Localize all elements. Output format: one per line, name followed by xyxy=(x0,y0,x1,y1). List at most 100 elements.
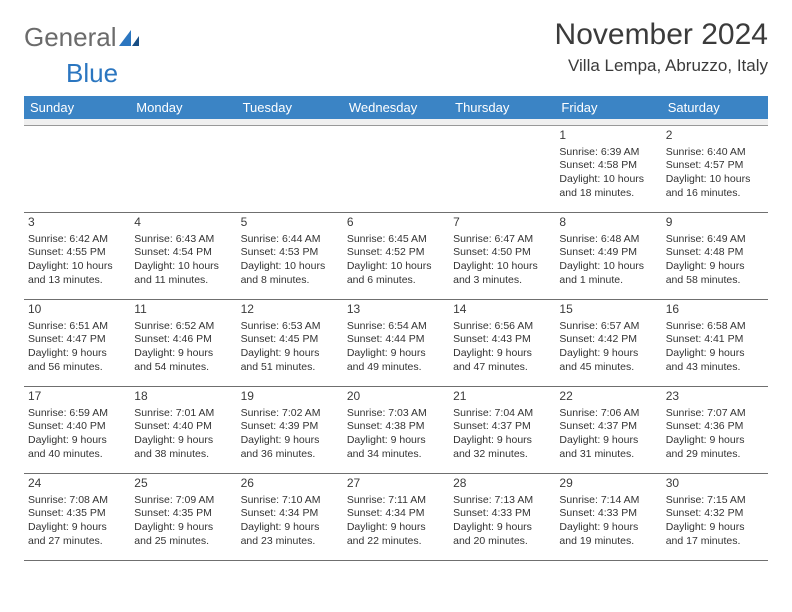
sunset-line: Sunset: 4:36 PM xyxy=(666,420,764,434)
daylight-line: Daylight: 9 hours and 40 minutes. xyxy=(28,434,126,461)
sunset-line: Sunset: 4:53 PM xyxy=(241,246,339,260)
day-number: 9 xyxy=(666,215,764,231)
daylight-line: Daylight: 9 hours and 31 minutes. xyxy=(559,434,657,461)
day-number: 28 xyxy=(453,476,551,492)
sunset-line: Sunset: 4:34 PM xyxy=(347,507,445,521)
day-cell: 14Sunrise: 6:56 AMSunset: 4:43 PMDayligh… xyxy=(449,300,555,387)
logo-blue: Blue xyxy=(66,58,118,88)
logo-general: General xyxy=(24,22,117,52)
daylight-line: Daylight: 10 hours and 8 minutes. xyxy=(241,260,339,287)
sunrise-line: Sunrise: 7:14 AM xyxy=(559,494,657,508)
day-number: 19 xyxy=(241,389,339,405)
day-cell: 4Sunrise: 6:43 AMSunset: 4:54 PMDaylight… xyxy=(130,213,236,300)
day-cell: 9Sunrise: 6:49 AMSunset: 4:48 PMDaylight… xyxy=(662,213,768,300)
sunset-line: Sunset: 4:43 PM xyxy=(453,333,551,347)
day-number: 27 xyxy=(347,476,445,492)
sunset-line: Sunset: 4:52 PM xyxy=(347,246,445,260)
day-number: 16 xyxy=(666,302,764,318)
month-title: November 2024 xyxy=(555,18,768,52)
sunset-line: Sunset: 4:35 PM xyxy=(134,507,232,521)
day-cell: 11Sunrise: 6:52 AMSunset: 4:46 PMDayligh… xyxy=(130,300,236,387)
sunset-line: Sunset: 4:48 PM xyxy=(666,246,764,260)
sunset-line: Sunset: 4:35 PM xyxy=(28,507,126,521)
location: Villa Lempa, Abruzzo, Italy xyxy=(555,56,768,76)
day-number: 21 xyxy=(453,389,551,405)
sunset-line: Sunset: 4:50 PM xyxy=(453,246,551,260)
sunset-line: Sunset: 4:58 PM xyxy=(559,159,657,173)
day-number: 10 xyxy=(28,302,126,318)
daylight-line: Daylight: 9 hours and 19 minutes. xyxy=(559,521,657,548)
day-header: Sunday xyxy=(24,96,130,119)
calendar-header-row: SundayMondayTuesdayWednesdayThursdayFrid… xyxy=(24,96,768,119)
day-cell: 24 Sunrise: 7:08 AMSunset: 4:35 PMDayligh… xyxy=(24,474,130,561)
day-cell: 29Sunrise: 7:14 AMSunset: 4:33 PMDayligh… xyxy=(555,474,661,561)
daylight-line: Daylight: 10 hours and 16 minutes. xyxy=(666,173,764,200)
day-cell: 1Sunrise: 6:39 AMSunset: 4:58 PMDaylight… xyxy=(555,126,661,213)
day-cell: 5Sunrise: 6:44 AMSunset: 4:53 PMDaylight… xyxy=(237,213,343,300)
sunrise-line: Sunrise: 6:59 AM xyxy=(28,407,126,421)
daylight-line: Daylight: 10 hours and 11 minutes. xyxy=(134,260,232,287)
empty-cell xyxy=(343,126,449,213)
day-number: 6 xyxy=(347,215,445,231)
sunset-line: Sunset: 4:33 PM xyxy=(453,507,551,521)
day-number: 1 xyxy=(559,128,657,144)
sunrise-line: Sunrise: 7:07 AM xyxy=(666,407,764,421)
day-cell: 8Sunrise: 6:48 AMSunset: 4:49 PMDaylight… xyxy=(555,213,661,300)
daylight-line: Daylight: 9 hours and 36 minutes. xyxy=(241,434,339,461)
sunset-line: Sunset: 4:47 PM xyxy=(28,333,126,347)
day-header: Thursday xyxy=(449,96,555,119)
sunrise-line: Sunrise: 7:08 AM xyxy=(28,494,126,508)
sunrise-line: Sunrise: 6:40 AM xyxy=(666,146,764,160)
daylight-line: Daylight: 9 hours and 32 minutes. xyxy=(453,434,551,461)
daylight-line: Daylight: 10 hours and 1 minute. xyxy=(559,260,657,287)
day-cell: 17Sunrise: 6:59 AMSunset: 4:40 PMDayligh… xyxy=(24,387,130,474)
sunrise-line: Sunrise: 7:11 AM xyxy=(347,494,445,508)
day-number: 24 xyxy=(28,476,126,492)
day-cell: 2Sunrise: 6:40 AMSunset: 4:57 PMDaylight… xyxy=(662,126,768,213)
day-number: 22 xyxy=(559,389,657,405)
sunrise-line: Sunrise: 6:52 AM xyxy=(134,320,232,334)
day-number: 25 xyxy=(134,476,232,492)
sunset-line: Sunset: 4:57 PM xyxy=(666,159,764,173)
daylight-line: Daylight: 9 hours and 22 minutes. xyxy=(347,521,445,548)
empty-cell xyxy=(449,126,555,213)
sunset-line: Sunset: 4:39 PM xyxy=(241,420,339,434)
day-cell: 27 Sunrise: 7:11 AMSunset: 4:34 PMDayligh… xyxy=(343,474,449,561)
day-number: 14 xyxy=(453,302,551,318)
day-cell: 15Sunrise: 6:57 AMSunset: 4:42 PMDayligh… xyxy=(555,300,661,387)
logo: General Blue xyxy=(24,24,139,86)
sunset-line: Sunset: 4:37 PM xyxy=(453,420,551,434)
header: General Blue November 2024 Villa Lempa, … xyxy=(24,18,768,86)
daylight-line: Daylight: 9 hours and 58 minutes. xyxy=(666,260,764,287)
day-cell: 7Sunrise: 6:47 AMSunset: 4:50 PMDaylight… xyxy=(449,213,555,300)
day-cell: 6Sunrise: 6:45 AMSunset: 4:52 PMDaylight… xyxy=(343,213,449,300)
sunrise-line: Sunrise: 6:57 AM xyxy=(559,320,657,334)
day-cell: 26Sunrise: 7:10 AMSunset: 4:34 PMDayligh… xyxy=(237,474,343,561)
sunrise-line: Sunrise: 6:44 AM xyxy=(241,233,339,247)
daylight-line: Daylight: 9 hours and 25 minutes. xyxy=(134,521,232,548)
day-cell: 25Sunrise: 7:09 AMSunset: 4:35 PMDayligh… xyxy=(130,474,236,561)
daylight-line: Daylight: 9 hours and 56 minutes. xyxy=(28,347,126,374)
day-number: 23 xyxy=(666,389,764,405)
daylight-line: Daylight: 9 hours and 20 minutes. xyxy=(453,521,551,548)
day-number: 20 xyxy=(347,389,445,405)
day-header: Saturday xyxy=(662,96,768,119)
empty-cell xyxy=(130,126,236,213)
day-header: Monday xyxy=(130,96,236,119)
day-cell: 20Sunrise: 7:03 AMSunset: 4:38 PMDayligh… xyxy=(343,387,449,474)
day-number: 12 xyxy=(241,302,339,318)
sunset-line: Sunset: 4:38 PM xyxy=(347,420,445,434)
day-cell: 3Sunrise: 6:42 AMSunset: 4:55 PMDaylight… xyxy=(24,213,130,300)
day-header: Friday xyxy=(555,96,661,119)
day-number: 11 xyxy=(134,302,232,318)
day-cell: 16Sunrise: 6:58 AMSunset: 4:41 PMDayligh… xyxy=(662,300,768,387)
day-number: 7 xyxy=(453,215,551,231)
daylight-line: Daylight: 9 hours and 27 minutes. xyxy=(28,521,126,548)
day-number: 4 xyxy=(134,215,232,231)
day-number: 29 xyxy=(559,476,657,492)
sunrise-line: Sunrise: 7:01 AM xyxy=(134,407,232,421)
day-cell: 30Sunrise: 7:15 AMSunset: 4:32 PMDayligh… xyxy=(662,474,768,561)
daylight-line: Daylight: 9 hours and 34 minutes. xyxy=(347,434,445,461)
daylight-line: Daylight: 9 hours and 17 minutes. xyxy=(666,521,764,548)
day-number: 30 xyxy=(666,476,764,492)
